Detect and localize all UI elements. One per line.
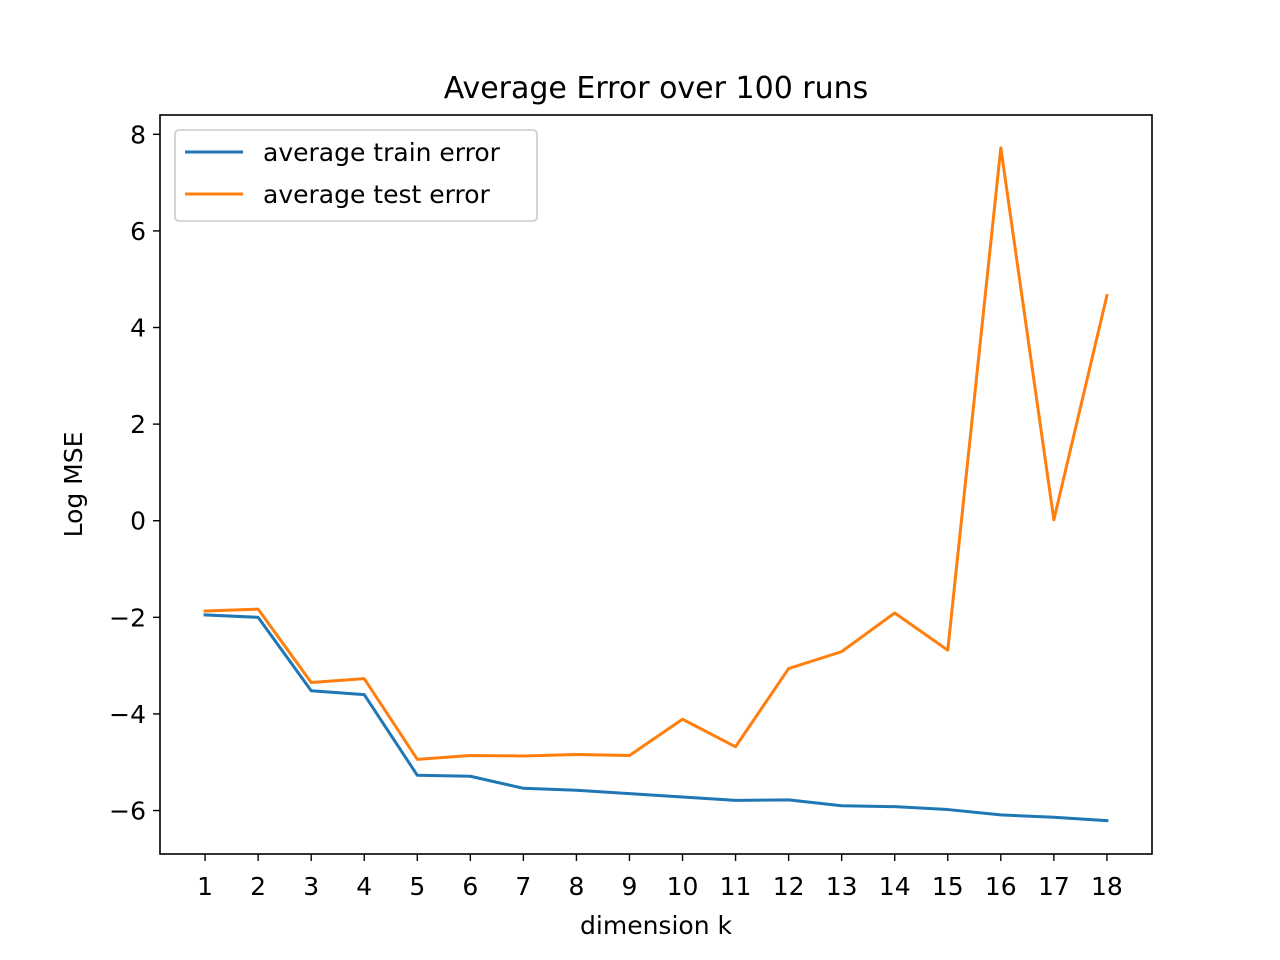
- plot-area: [159, 114, 1153, 855]
- series-line-train: [203, 613, 1109, 823]
- y-tick-label: 2: [130, 410, 146, 439]
- y-tick-label: 4: [130, 314, 146, 343]
- x-tick-label: 3: [303, 872, 319, 901]
- x-axis-ticks: 1 2 3 4 5 6 7 8 9 10 11 12 13 14 15 16 17 18: [197, 854, 1123, 901]
- series-line-test: [203, 146, 1109, 761]
- x-tick-label: 6: [462, 872, 478, 901]
- legend: average train error average test error: [174, 129, 538, 222]
- x-tick-label: 18: [1091, 872, 1123, 901]
- x-tick-label: 4: [356, 872, 372, 901]
- y-tick-label: −2: [109, 603, 146, 632]
- legend-box: [174, 129, 538, 222]
- legend-label-train: average train error: [263, 138, 501, 167]
- legend-label-test: average test error: [263, 180, 490, 209]
- x-tick-label: 17: [1038, 872, 1070, 901]
- y-tick-label: 0: [130, 507, 146, 536]
- x-tick-label: 5: [409, 872, 425, 901]
- series-layer: [203, 146, 1109, 823]
- chart-title: Average Error over 100 runs: [444, 71, 869, 106]
- y-axis-ticks: −6 −4 −2 0 2 4 6 8: [109, 120, 160, 826]
- x-tick-label: 16: [985, 872, 1017, 901]
- x-tick-label: 11: [720, 872, 752, 901]
- x-tick-label: 9: [622, 872, 638, 901]
- y-tick-label: −4: [109, 700, 146, 729]
- x-tick-label: 10: [667, 872, 699, 901]
- plot-frame: [159, 114, 1153, 855]
- y-axis-label: Log MSE: [59, 432, 88, 538]
- x-tick-label: 1: [197, 872, 213, 901]
- x-axis-label: dimension k: [580, 911, 732, 940]
- x-tick-label: 7: [515, 872, 531, 901]
- x-tick-label: 12: [773, 872, 805, 901]
- y-tick-label: 8: [130, 120, 146, 149]
- x-tick-label: 13: [826, 872, 858, 901]
- y-tick-label: 6: [130, 217, 146, 246]
- x-tick-label: 15: [932, 872, 964, 901]
- x-tick-label: 8: [568, 872, 584, 901]
- x-tick-label: 2: [250, 872, 266, 901]
- y-tick-label: −6: [109, 797, 146, 826]
- x-tick-label: 14: [879, 872, 911, 901]
